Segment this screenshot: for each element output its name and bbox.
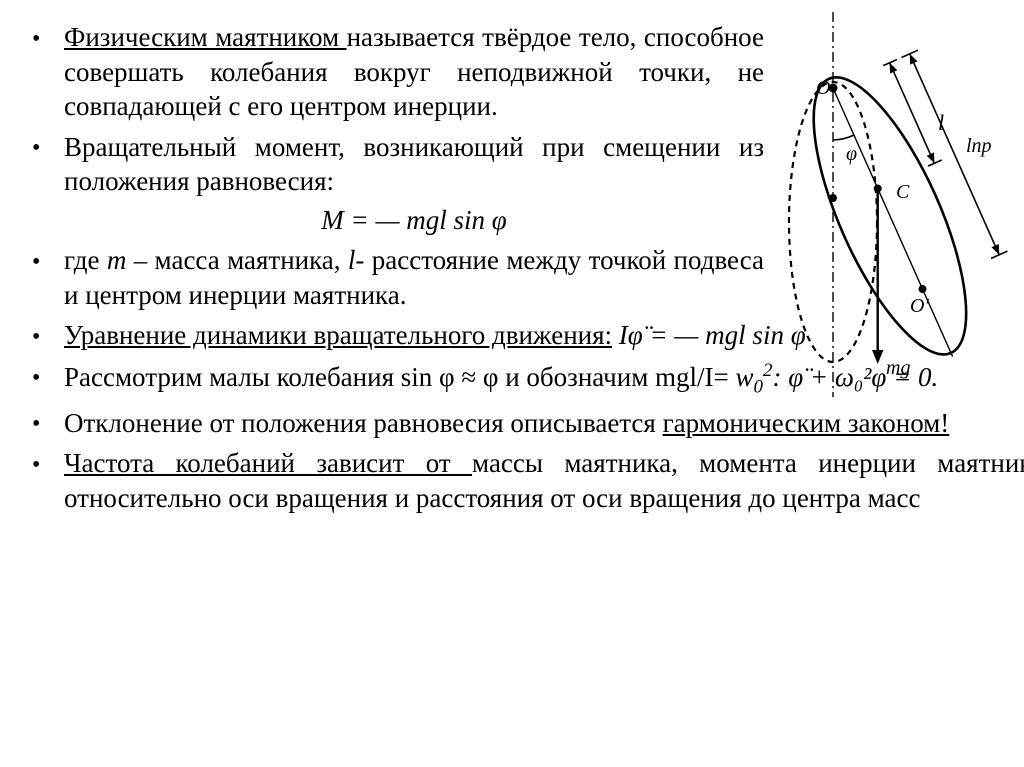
pendulum-figure: O φ C l lпр O′ mg — [748, 12, 1014, 402]
label-phi: φ — [846, 143, 857, 165]
point-o-prime — [917, 284, 928, 295]
var-m: m — [107, 245, 127, 275]
label-lnp: lпр — [966, 135, 992, 157]
dimension-group — [883, 50, 1007, 266]
label-o: O — [816, 77, 830, 99]
label-o-prime: O′ — [910, 295, 929, 317]
formula-torque: M = — mgl sin φ — [64, 203, 764, 238]
bullet-frequency: Частота колебаний зависит от массы маятн… — [18, 446, 1024, 515]
dynamics-underlined: Уравнение динамики вращательного движени… — [64, 320, 612, 350]
bullet-where: где m – масса маятника, l- расстояние ме… — [18, 243, 764, 312]
body-swing-group — [783, 59, 998, 377]
harmonic-underlined: гармоническим законом! — [663, 408, 950, 438]
where-mid1: – масса маятника, — [126, 245, 348, 275]
term-physical-pendulum: Физическим маятником — [64, 22, 347, 52]
bullet-harmonic-law: Отклонение от положения равновесия описы… — [18, 406, 1024, 441]
label-c: C — [896, 181, 910, 203]
harmonic-pre: Отклонение от положения равновесия описы… — [64, 408, 663, 438]
pendulum-svg: O φ C l lпр O′ mg — [748, 12, 1014, 402]
bullet-definition: Физическим маятником называется твёрдое … — [18, 20, 764, 124]
small-osc-text: Рассмотрим малы колебания sin φ ≈ φ и об… — [64, 362, 736, 392]
label-mg: mg — [886, 357, 910, 379]
where-pre: где — [64, 245, 107, 275]
angle-arc — [833, 135, 854, 140]
torque-text: Вращательный момент, возникающий при сме… — [64, 132, 764, 197]
mg-arrowhead — [872, 350, 883, 364]
frequency-underlined: Частота колебаний зависит от — [64, 448, 472, 478]
label-l: l — [938, 110, 944, 135]
bullet-torque: Вращательный момент, возникающий при сме… — [18, 130, 764, 238]
page-root: Физическим маятником называется твёрдое … — [0, 0, 1024, 767]
